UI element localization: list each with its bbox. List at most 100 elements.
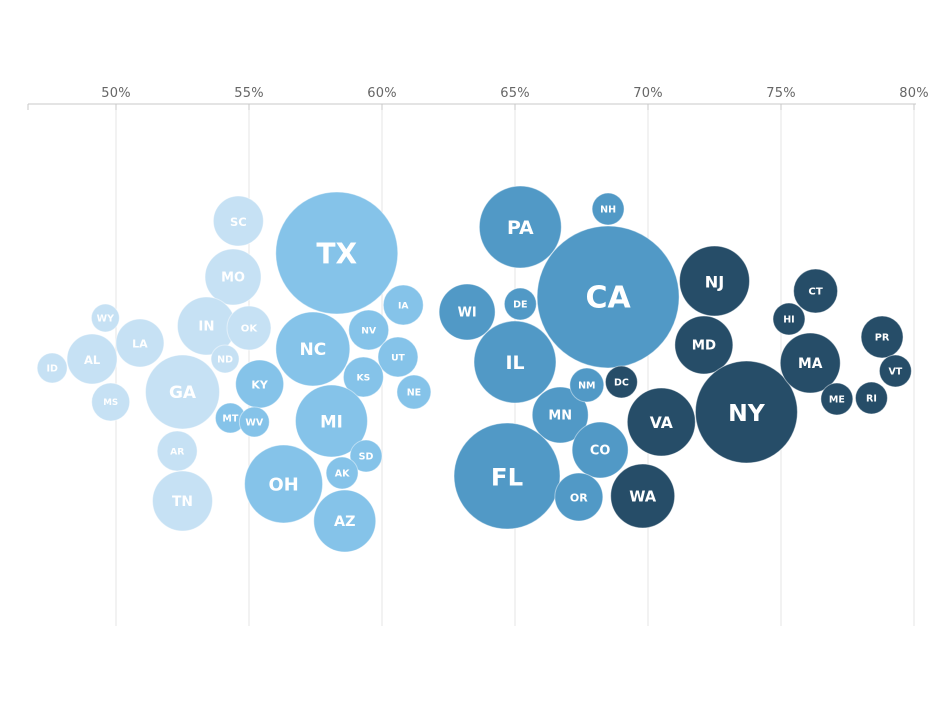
bubble-sd: SD <box>349 439 383 473</box>
bubble-nj: NJ <box>679 245 750 317</box>
bubble-ga: GA <box>145 354 220 430</box>
bubble-label: RI <box>866 394 877 405</box>
bubble-circle <box>396 374 432 410</box>
bubble-label: MN <box>548 409 572 424</box>
bubble-label: KY <box>251 379 269 392</box>
bubble-label: HI <box>783 315 795 326</box>
bubble-fl: FL <box>453 422 561 530</box>
bubble-pa: PA <box>478 185 562 269</box>
bubble-circle <box>342 356 384 398</box>
bubble-label: TX <box>316 238 357 271</box>
bubble-label: PA <box>507 217 534 239</box>
bubble-wi: WI <box>438 283 496 341</box>
bubble-circle <box>204 248 262 306</box>
bubble-circle <box>275 191 399 315</box>
bubble-circle <box>238 406 270 438</box>
bubble-label: LA <box>132 338 148 351</box>
bubble-circle <box>554 472 604 522</box>
bubble-circle <box>860 315 904 359</box>
bubble-label: NM <box>578 381 595 392</box>
bubble-label: SD <box>359 452 374 463</box>
bubble-label: IL <box>505 352 524 374</box>
bubble-dc: DC <box>604 365 638 399</box>
bubble-label: PR <box>875 333 890 344</box>
bubble-nm: NM <box>569 367 605 403</box>
bubble-circle <box>36 352 68 384</box>
bubble-circle <box>569 367 605 403</box>
bubble-circle <box>115 318 165 368</box>
bubble-circle <box>294 384 368 458</box>
bubble-circle <box>679 245 750 317</box>
bubble-ms: MS <box>91 382 131 422</box>
bubble-circle <box>90 303 120 333</box>
bubble-sc: SC <box>212 195 264 247</box>
bubble-circle <box>382 284 424 326</box>
bubble-va: VA <box>626 387 696 457</box>
x-tick-label: 60% <box>367 86 397 101</box>
bubble-la: LA <box>115 318 165 368</box>
bubble-label: WY <box>97 314 114 325</box>
bubble-circle <box>674 315 734 375</box>
bubble-tn: TN <box>152 470 213 532</box>
bubble-circle <box>478 185 562 269</box>
bubble-mi: MI <box>294 384 368 458</box>
bubble-circle <box>531 386 589 444</box>
bubble-ri: RI <box>854 381 888 415</box>
bubble-label: ID <box>46 364 58 375</box>
x-tick-label: 55% <box>234 86 264 101</box>
bubble-vt: VT <box>878 354 912 388</box>
bubble-circle <box>325 456 359 490</box>
bubble-label: MD <box>692 339 716 354</box>
bubble-nh: NH <box>591 192 625 226</box>
bubble-label: OH <box>268 475 298 496</box>
bubble-circle <box>536 225 680 369</box>
bubble-in: IN <box>176 296 236 356</box>
bubble-ky: KY <box>235 359 285 409</box>
bubble-or: OR <box>554 472 604 522</box>
bubble-ca: CA <box>536 225 680 369</box>
bubble-az: AZ <box>313 489 377 553</box>
bubble-circle <box>793 268 839 314</box>
bubble-circle <box>156 430 198 472</box>
bubble-circle <box>152 470 213 532</box>
bubble-label: DE <box>513 300 527 311</box>
x-axis: 50% 55% 60% 65% 70% 75% 80% <box>27 86 929 110</box>
bubble-label: AK <box>335 469 350 480</box>
bubble-circle <box>226 305 272 351</box>
bubble-tx: TX <box>275 191 399 315</box>
bubble-label: VT <box>888 367 902 378</box>
bubble-label: WA <box>629 489 657 506</box>
bubble-nc: NC <box>275 311 351 387</box>
bubble-label: IN <box>198 320 214 335</box>
bubble-label: OR <box>570 492 588 505</box>
bubble-label: AZ <box>334 514 355 530</box>
bubble-circle <box>210 344 240 374</box>
bubble-ak: AK <box>325 456 359 490</box>
x-tick-label: 70% <box>633 86 663 101</box>
bubble-label: ND <box>217 355 233 366</box>
bubble-circle <box>377 336 419 378</box>
bubble-me: ME <box>820 382 854 416</box>
bubble-circle <box>91 382 131 422</box>
bubble-label: NY <box>728 399 766 427</box>
bubble-ok: OK <box>226 305 272 351</box>
bubble-label: MO <box>221 271 245 286</box>
bubble-nd: ND <box>210 344 240 374</box>
bubble-circle <box>313 489 377 553</box>
bubble-de: DE <box>503 287 537 321</box>
bubble-ut: UT <box>377 336 419 378</box>
bubble-label: IA <box>398 301 409 312</box>
bubble-wa: WA <box>610 463 676 529</box>
bubble-al: AL <box>66 333 118 385</box>
bubble-circle <box>604 365 638 399</box>
bubble-circle <box>438 283 496 341</box>
bubble-label: GA <box>169 383 197 403</box>
bubble-label: OK <box>241 324 259 335</box>
bubble-label: AL <box>84 353 101 367</box>
bubble-label: MA <box>798 356 823 372</box>
bubble-label: VA <box>650 414 673 432</box>
x-tick-label: 65% <box>500 86 530 101</box>
bubble-label: NC <box>299 340 326 360</box>
bubble-circle <box>212 195 264 247</box>
bubble-ks: KS <box>342 356 384 398</box>
